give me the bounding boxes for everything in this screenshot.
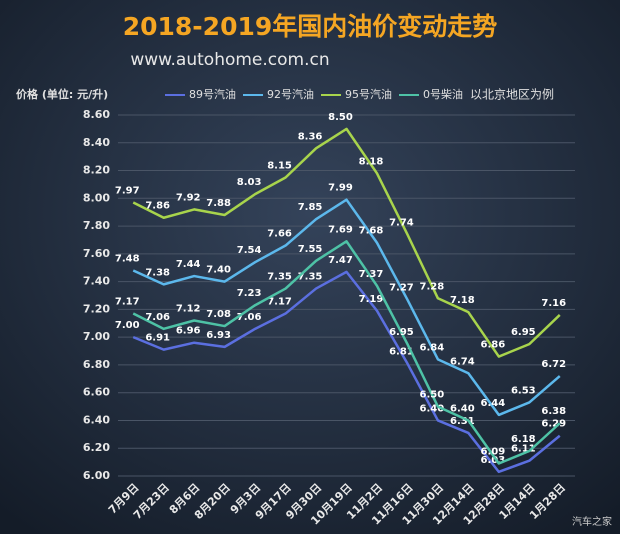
y-tick-label: 7.80 [83, 219, 110, 232]
data-label: 7.00 [115, 320, 140, 331]
note: 以北京地区为例 [470, 88, 554, 102]
data-label: 7.55 [298, 244, 323, 255]
data-label: 7.38 [145, 267, 170, 278]
data-label: 7.23 [237, 288, 262, 299]
data-label: 7.69 [328, 224, 353, 235]
data-label: 7.37 [359, 269, 384, 280]
y-tick-label: 6.20 [83, 441, 110, 454]
legend-label: 92号汽油 [267, 87, 314, 101]
data-label: 7.44 [176, 259, 201, 270]
data-label: 7.85 [298, 202, 323, 213]
data-label: 7.99 [328, 183, 353, 194]
data-label: 6.40 [420, 403, 445, 414]
y-tick-label: 8.20 [83, 164, 110, 177]
legend-label: 89号汽油 [189, 87, 236, 101]
data-label: 6.95 [389, 327, 414, 338]
data-label: 7.97 [115, 185, 140, 196]
data-label: 6.38 [541, 406, 566, 417]
data-label: 7.27 [389, 283, 414, 294]
data-label: 7.88 [206, 198, 231, 209]
series-line [132, 127, 561, 358]
data-label: 6.44 [480, 398, 505, 409]
data-label: 6.95 [511, 327, 536, 338]
data-label: 6.81 [389, 347, 414, 358]
data-label: 8.36 [298, 131, 323, 142]
data-label: 8.15 [267, 160, 292, 171]
data-label: 6.09 [480, 447, 505, 458]
y-tick-label: 6.40 [83, 413, 110, 426]
data-label: 6.31 [450, 416, 475, 427]
data-label: 8.03 [237, 177, 262, 188]
y-tick-label: 7.60 [83, 247, 110, 260]
data-label: 7.17 [267, 297, 292, 308]
data-label: 6.93 [206, 330, 231, 341]
data-label: 7.48 [115, 254, 140, 265]
y-tick-label: 7.00 [83, 330, 110, 343]
data-label: 6.18 [511, 434, 536, 445]
subtitle: www.autohome.com.cn [130, 50, 329, 70]
data-label: 6.29 [541, 419, 566, 430]
legend-label: 0号柴油 [423, 87, 463, 101]
y-tick-label: 6.00 [83, 469, 110, 482]
series-line [132, 240, 561, 465]
series-line [132, 270, 561, 474]
data-label: 7.74 [389, 217, 414, 228]
data-label: 7.06 [237, 312, 262, 323]
data-label: 7.35 [298, 272, 323, 283]
data-label: 7.47 [328, 255, 353, 266]
y-tick-label: 6.80 [83, 358, 110, 371]
data-label: 8.50 [328, 112, 353, 123]
data-label: 7.17 [115, 297, 140, 308]
data-label: 7.12 [176, 303, 201, 314]
data-label: 6.11 [511, 444, 536, 455]
series-line [132, 198, 561, 417]
y-tick-label: 8.60 [83, 108, 110, 121]
data-label: 6.86 [480, 340, 505, 351]
data-label: 7.86 [145, 201, 170, 212]
data-label: 6.40 [450, 403, 475, 414]
chart-title: 2018-2019年国内油价变动走势 [123, 12, 498, 41]
legend-label: 95号汽油 [345, 87, 392, 101]
data-label: 6.03 [480, 455, 505, 466]
data-label: 7.18 [450, 295, 475, 306]
data-label: 7.08 [206, 309, 231, 320]
data-label: 7.68 [359, 226, 384, 237]
data-label: 7.40 [206, 265, 231, 276]
y-tick-label: 7.40 [83, 275, 110, 288]
data-label: 7.16 [541, 298, 566, 309]
watermark: 汽车之家 [572, 515, 612, 528]
y-tick-label: 8.00 [83, 191, 110, 204]
data-label: 6.84 [420, 342, 445, 353]
data-label: 6.53 [511, 385, 536, 396]
y-tick-label: 6.60 [83, 386, 110, 399]
data-label: 6.96 [176, 326, 201, 337]
data-label: 7.28 [420, 281, 445, 292]
data-label: 6.91 [145, 333, 170, 344]
y-tick-label: 8.40 [83, 136, 110, 149]
y-axis-label: 价格 (单位: 元/升) [16, 87, 108, 101]
data-label: 6.72 [541, 359, 566, 370]
data-label: 6.50 [420, 390, 445, 401]
y-tick-label: 7.20 [83, 302, 110, 315]
data-label: 6.74 [450, 356, 475, 367]
data-label: 7.92 [176, 192, 201, 203]
data-label: 7.35 [267, 272, 292, 283]
data-label: 7.54 [237, 245, 262, 256]
data-label: 7.19 [359, 294, 384, 305]
data-label: 8.18 [359, 156, 384, 167]
data-label: 7.06 [145, 312, 170, 323]
data-label: 7.66 [267, 229, 292, 240]
